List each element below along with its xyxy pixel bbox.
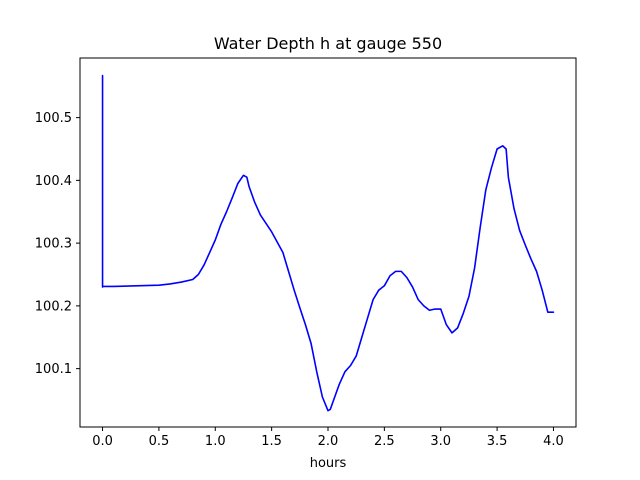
y-axis: 100.1 100.2 100.3 100.4 100.5	[35, 111, 80, 377]
y-tick-label: 100.1	[35, 362, 72, 377]
x-axis-label: hours	[310, 456, 347, 471]
x-tick-label: 1.0	[205, 434, 226, 449]
x-tick-label: 3.0	[430, 434, 451, 449]
x-axis: 0.0 0.5 1.0 1.5 2.0 2.5 3.0 3.5 4.0	[92, 427, 564, 449]
y-tick-label: 100.5	[35, 111, 72, 126]
plot-area	[101, 74, 555, 412]
x-tick-label: 2.5	[374, 434, 395, 449]
x-tick-label: 2.0	[318, 434, 339, 449]
chart-title: Water Depth h at gauge 550	[214, 34, 442, 53]
x-tick-label: 0.5	[149, 434, 170, 449]
x-tick-label: 3.5	[487, 434, 508, 449]
x-tick-label: 1.5	[261, 434, 282, 449]
y-tick-label: 100.2	[35, 299, 72, 314]
x-tick-label: 0.0	[92, 434, 113, 449]
y-tick-label: 100.4	[35, 174, 72, 189]
x-tick-label: 4.0	[543, 434, 564, 449]
y-tick-label: 100.3	[35, 237, 72, 252]
series-line-0	[101, 74, 555, 412]
